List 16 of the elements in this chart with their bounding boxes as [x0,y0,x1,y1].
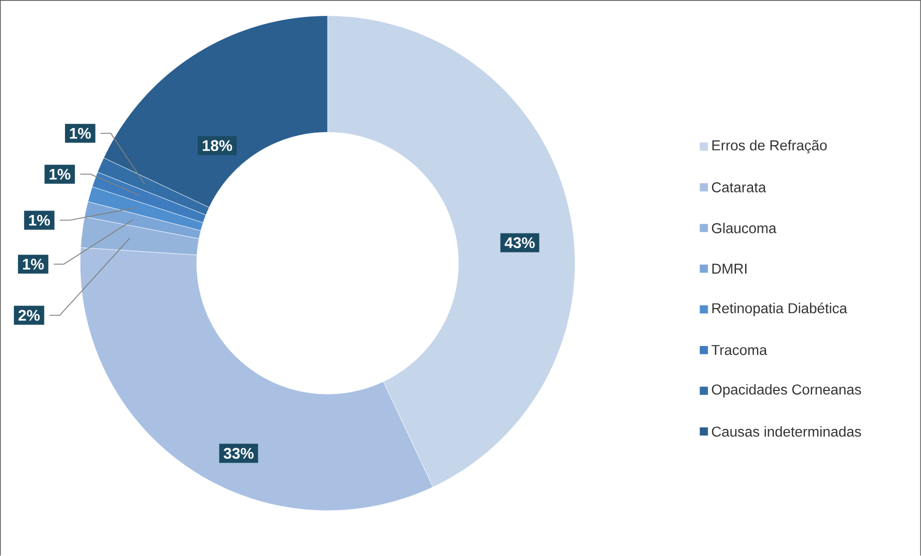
legend-label: Glaucoma [712,222,776,234]
legend-label: Opacidades Corneanas [712,384,862,398]
legend-label: Erros de Refração [712,140,827,154]
data-label: 1% [29,214,50,226]
data-label: 18% [202,140,232,152]
legend-label: Causas indeterminadas [712,426,862,437]
legend-label: Catarata [712,182,766,192]
legend-label: Retinopatia Diabética [712,302,848,316]
data-label: 43% [504,237,535,248]
data-label: 1% [70,128,91,139]
data-label: 2% [18,310,40,321]
data-label: 33% [224,448,254,459]
legend-label: DMRI [712,264,746,274]
data-label: 1% [23,258,44,270]
data-label: 1% [50,168,70,180]
legend-label: Tracoma [712,345,768,356]
